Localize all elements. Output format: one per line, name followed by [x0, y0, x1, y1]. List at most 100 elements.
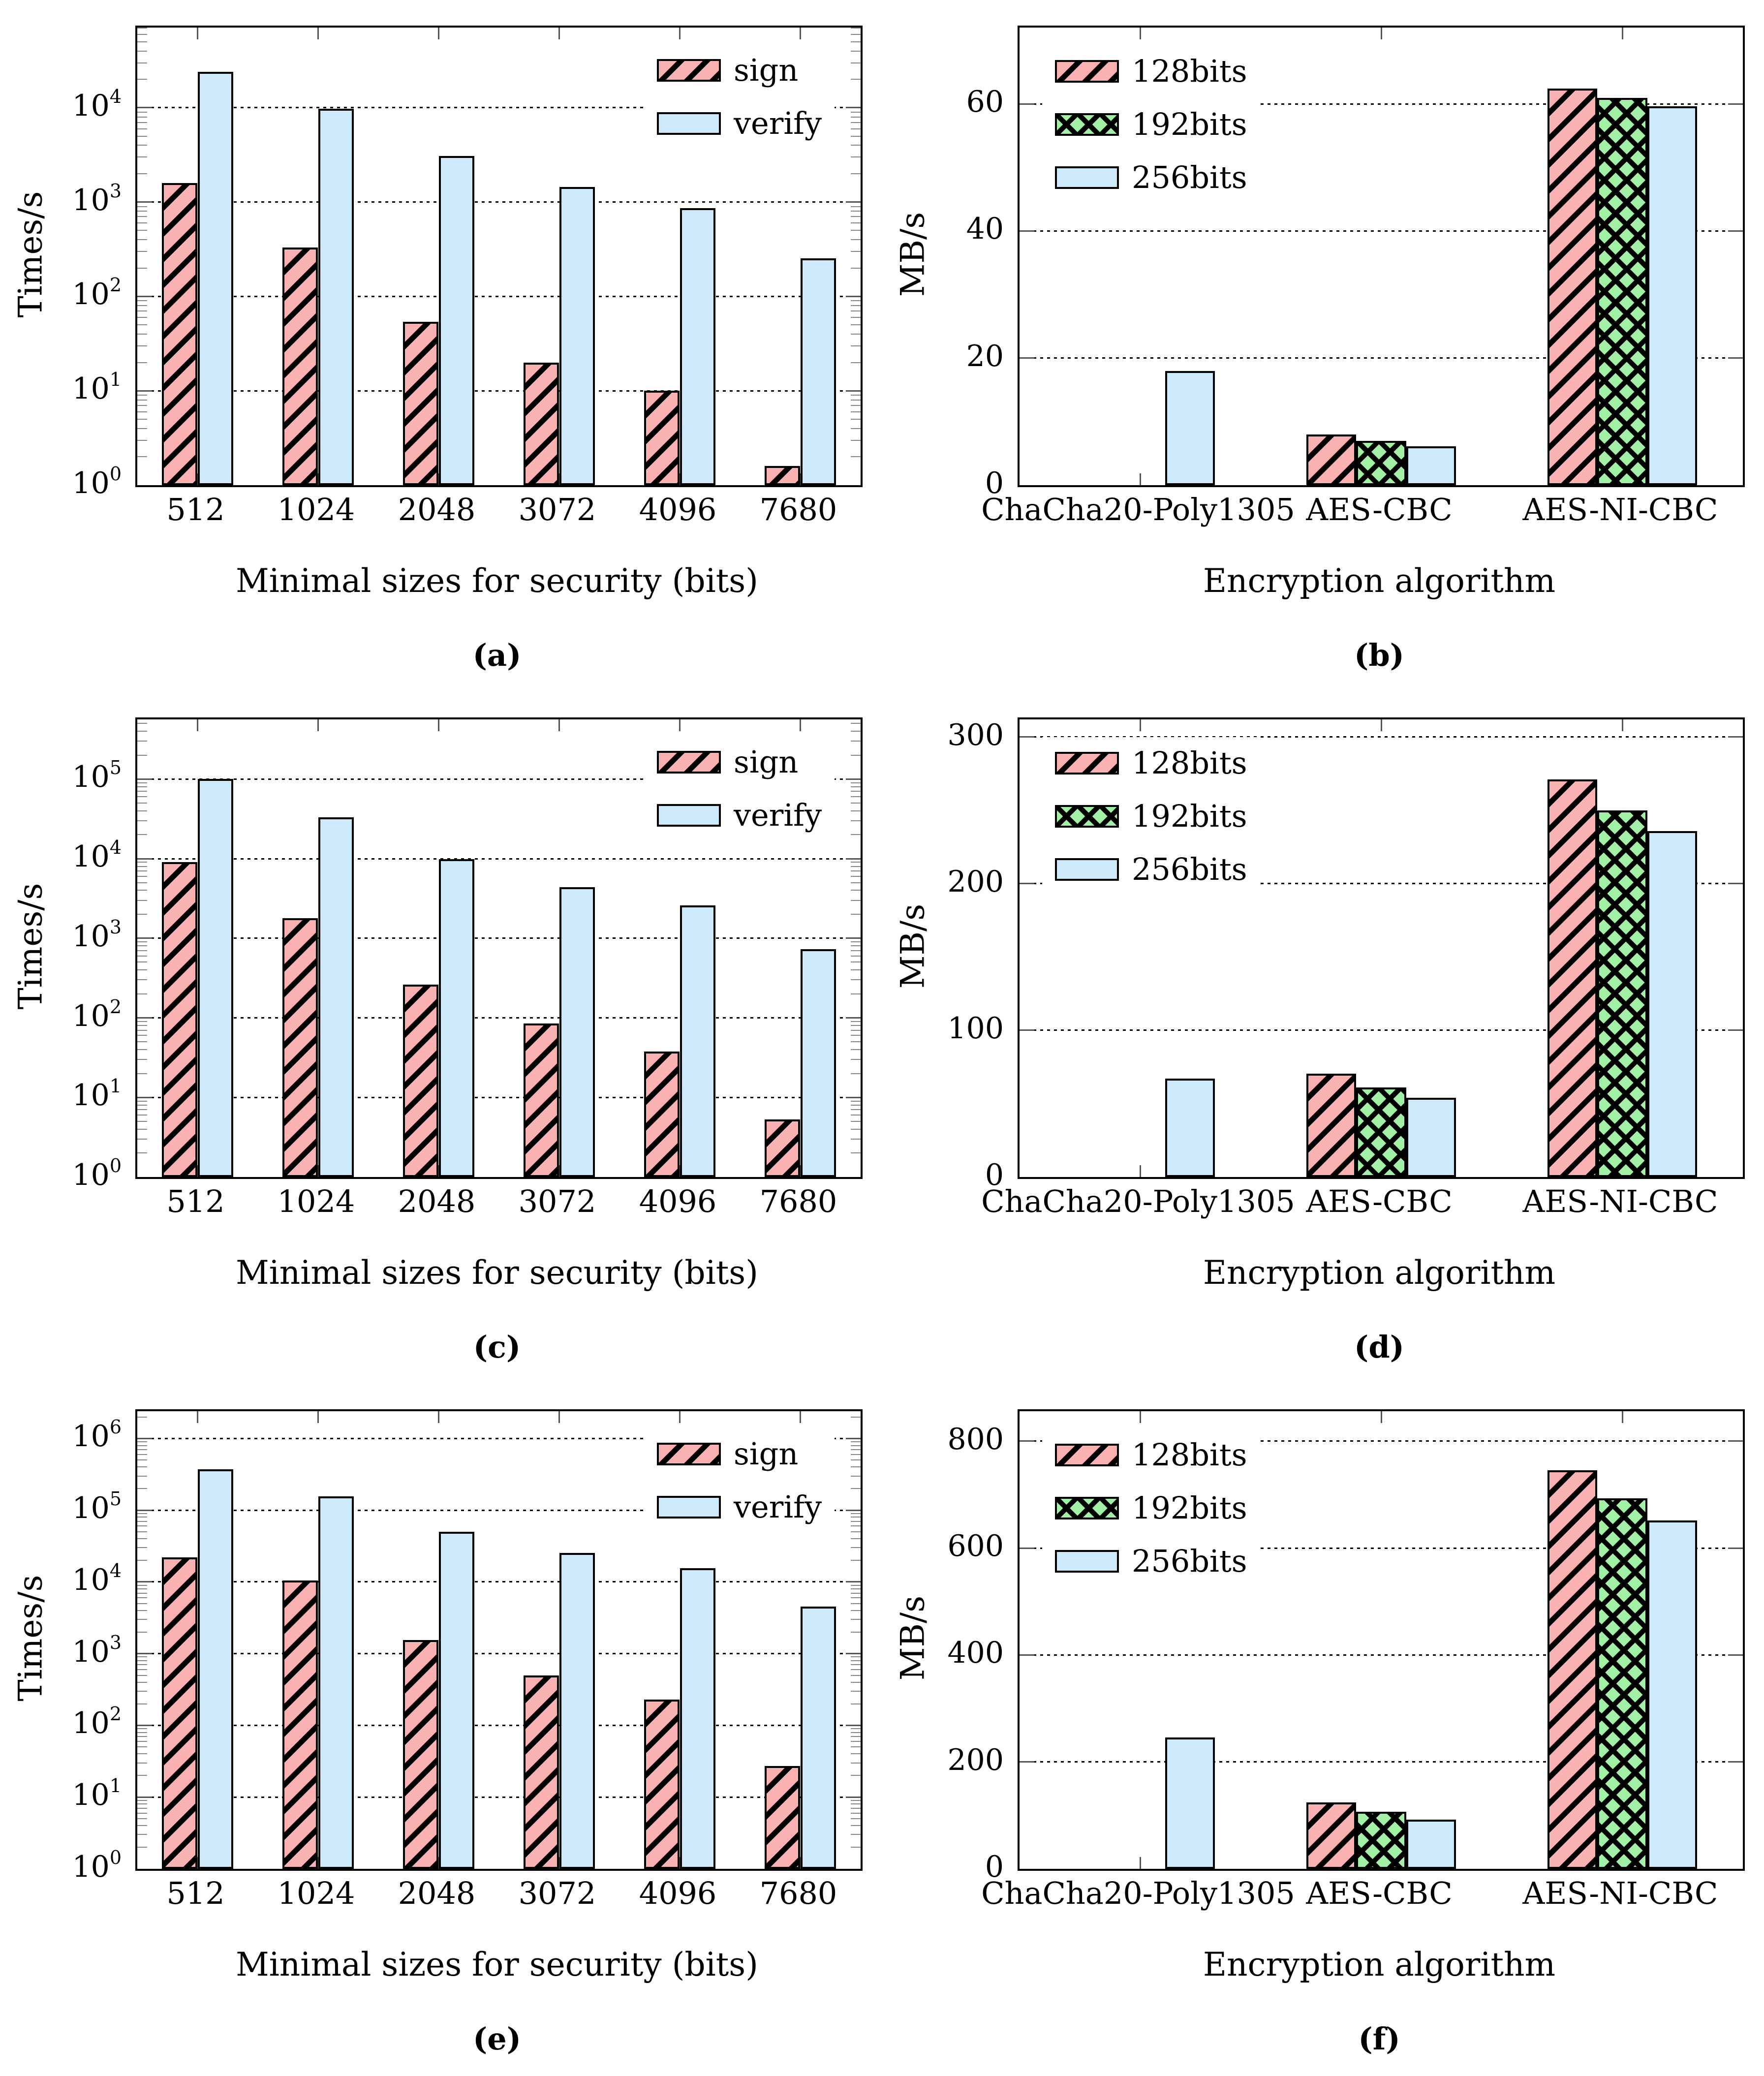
y-minor-tick [137, 1517, 147, 1518]
y-minor-tick [137, 723, 147, 724]
y-minor-tick [851, 1025, 861, 1026]
y-minor-tick [137, 1740, 147, 1742]
bar-sign-2048 [403, 985, 439, 1177]
y-minor-tick [851, 310, 861, 312]
gridline [1020, 883, 1743, 885]
x-axis-title: Encryption algorithm [1203, 1946, 1556, 1983]
y-major-tick [137, 201, 152, 203]
y-tick-base: 10 [72, 88, 110, 123]
y-major-tick [137, 1437, 152, 1439]
y-major-tick [137, 390, 152, 392]
y-minor-tick [137, 1746, 147, 1748]
y-tick-label: 400 [947, 1636, 1004, 1671]
y-minor-tick [851, 1059, 861, 1060]
y-tick-base: 10 [72, 1078, 110, 1113]
legend-swatch-verify [657, 804, 721, 827]
y-minor-tick [851, 1728, 861, 1730]
y-minor-tick [137, 969, 147, 971]
y-minor-tick [137, 62, 147, 63]
legend-swatch-256bits [1055, 858, 1119, 881]
y-minor-tick [137, 941, 147, 943]
bar-192bits-AES-CBC [1356, 1087, 1406, 1177]
y-minor-tick [137, 173, 147, 175]
y-tick-label: 100 [0, 465, 122, 502]
y-major-tick [1020, 357, 1034, 359]
subplot-caption: (b) [1354, 637, 1405, 673]
bar-128bits-AES-CBC [1306, 434, 1357, 485]
y-minor-tick [137, 411, 147, 412]
y-minor-tick [137, 1059, 147, 1060]
y-minor-tick [137, 156, 147, 158]
y-major-tick [137, 1581, 152, 1583]
y-minor-tick [851, 754, 861, 756]
legend-swatch-sign [657, 751, 721, 774]
y-tick-exponent: 0 [109, 463, 122, 485]
y-minor-tick [137, 802, 147, 804]
legend: sign verify [644, 1428, 835, 1533]
y-minor-tick [851, 456, 861, 458]
gridline [137, 107, 861, 109]
bar-sign-2048 [403, 321, 439, 485]
y-minor-tick [137, 1475, 147, 1477]
bar-256bits-ChaCha20-Poly1305 [1165, 1737, 1215, 1869]
y-minor-tick [851, 1610, 861, 1611]
x-tick-top [679, 28, 681, 39]
y-minor-tick [851, 914, 861, 915]
y-minor-tick [137, 456, 147, 458]
y-major-tick [137, 1017, 152, 1019]
y-tick-label: 102 [0, 997, 122, 1035]
legend-entry-verify: verify [657, 800, 822, 831]
y-minor-tick [137, 1025, 147, 1026]
x-tick-label: 3072 [518, 492, 596, 527]
y-minor-tick [137, 950, 147, 951]
y-major-tick [846, 778, 861, 780]
y-minor-tick [137, 782, 147, 783]
y-minor-tick [851, 786, 861, 787]
y-minor-tick [137, 41, 147, 42]
y-minor-tick [137, 116, 147, 118]
y-minor-tick [137, 890, 147, 891]
legend-entry-256bits: 256bits [1055, 1546, 1247, 1577]
bar-verify-4096 [680, 905, 715, 1177]
gridline [137, 858, 861, 860]
y-minor-tick [137, 1128, 147, 1130]
bar-verify-7680 [800, 258, 836, 485]
legend-label: 192bits [1132, 1490, 1247, 1526]
x-tick-label: 512 [166, 492, 225, 527]
y-major-tick [1728, 736, 1743, 738]
y-minor-tick [851, 317, 861, 318]
y-tick-label: 101 [0, 370, 122, 407]
bar-verify-3072 [559, 186, 595, 485]
y-minor-tick [851, 1690, 861, 1692]
bar-verify-4096 [680, 208, 715, 485]
y-minor-tick [137, 1610, 147, 1611]
y-minor-tick [851, 993, 861, 994]
y-minor-tick [137, 1041, 147, 1043]
y-minor-tick [137, 206, 147, 207]
y-minor-tick [851, 899, 861, 901]
y-tick-label: 101 [0, 1077, 122, 1114]
y-minor-tick [137, 1445, 147, 1446]
gridline [1020, 103, 1743, 105]
legend-entry-192bits: 192bits [1055, 109, 1247, 140]
y-minor-tick [137, 1818, 147, 1820]
gridline [137, 201, 861, 203]
x-tick-top [800, 28, 801, 39]
bar-256bits-ChaCha20-Poly1305 [1165, 1079, 1215, 1177]
y-minor-tick [851, 239, 861, 241]
y-major-tick [846, 937, 861, 939]
y-minor-tick [851, 33, 861, 35]
y-major-tick [137, 1796, 152, 1798]
y-minor-tick [137, 1513, 147, 1514]
bar-verify-7680 [800, 949, 836, 1177]
y-minor-tick [137, 418, 147, 420]
y-minor-tick [137, 1690, 147, 1692]
legend-swatch-verify [657, 1496, 721, 1518]
y-minor-tick [137, 50, 147, 52]
y-minor-tick [851, 810, 861, 811]
y-minor-tick [851, 820, 861, 821]
y-minor-tick [851, 1128, 861, 1130]
y-tick-exponent: 5 [109, 1488, 122, 1510]
y-major-tick [1020, 1029, 1034, 1031]
y-minor-tick [137, 882, 147, 883]
